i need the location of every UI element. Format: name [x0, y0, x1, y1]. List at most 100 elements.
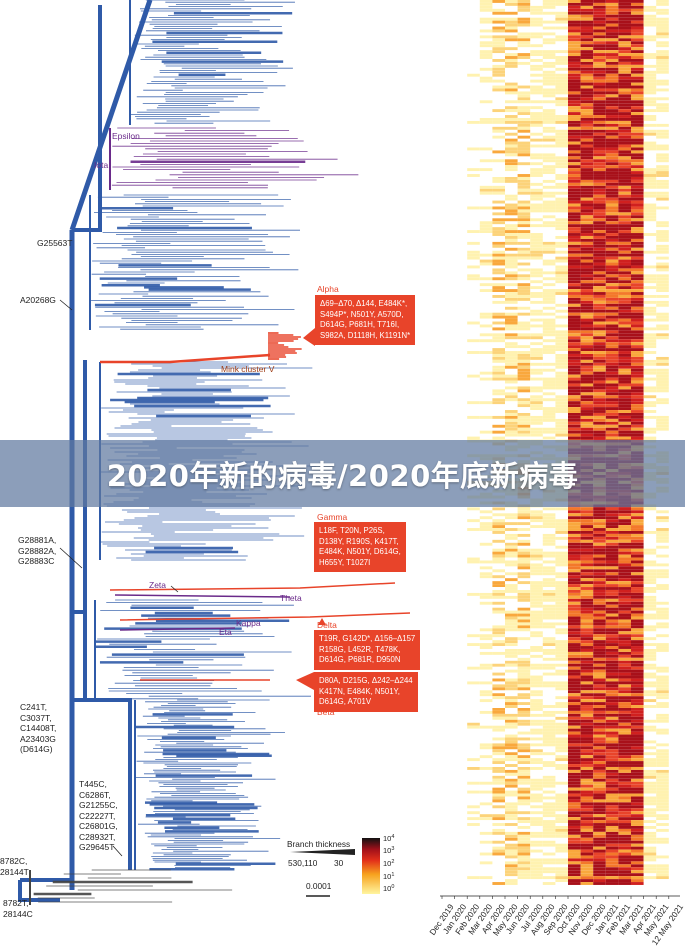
heat-cell: [505, 2, 518, 6]
heat-cell: [505, 265, 518, 269]
heat-cell: [643, 876, 657, 880]
heat-cell: [580, 592, 594, 596]
heat-cell: [656, 103, 669, 107]
heat-cell: [593, 371, 606, 375]
heat-cell: [618, 684, 631, 688]
heat-cell: [605, 64, 619, 68]
heat-cell: [492, 761, 505, 764]
heat-cell: [568, 590, 581, 593]
heat-cell: [530, 684, 543, 688]
heat-cell: [568, 651, 581, 655]
heat-cell: [643, 327, 657, 331]
heat-cell: [568, 843, 581, 847]
heat-cell: [605, 129, 619, 133]
heat-cell: [555, 525, 568, 528]
heat-cell: [618, 23, 631, 27]
heat-cell: [517, 206, 531, 210]
heat-cell: [492, 430, 505, 434]
heat-cell: [505, 522, 518, 526]
heat-cell: [568, 206, 581, 210]
heat-cell: [505, 814, 518, 818]
heat-cell: [492, 321, 505, 325]
heat-cell: [631, 430, 644, 434]
heat-cell: [580, 253, 594, 257]
heat-cell: [542, 32, 556, 36]
heat-cell: [631, 575, 644, 579]
heat-cell: [568, 339, 581, 343]
heat-cell: [555, 132, 568, 136]
heat-cell: [555, 740, 568, 744]
heat-cell: [593, 386, 606, 390]
heat-cell: [505, 811, 518, 815]
heat-cell: [517, 97, 531, 101]
heat-cell: [631, 837, 644, 841]
heat-cell: [530, 23, 543, 27]
heat-cell: [505, 879, 518, 882]
heat-cell: [656, 769, 669, 773]
heat-cell: [618, 604, 631, 608]
heat-cell: [568, 318, 581, 322]
heat-cell: [530, 834, 543, 838]
gamma-lineage: [109, 582, 396, 591]
heat-cell: [580, 578, 594, 582]
heat-cell: [580, 749, 594, 753]
heat-cell: [593, 20, 606, 24]
heat-cell: [643, 345, 657, 349]
heat-cell: [605, 0, 619, 3]
heat-cell: [656, 132, 669, 136]
heat-cell: [530, 11, 543, 15]
heat-cell: [656, 230, 669, 233]
heat-cell: [618, 424, 631, 428]
heat-cell: [593, 132, 606, 136]
heat-cell: [593, 23, 606, 27]
heat-cell: [517, 250, 531, 254]
heat-cell: [542, 247, 556, 251]
heat-cell: [605, 764, 619, 767]
heat-cell: [505, 333, 518, 337]
heat-cell: [505, 595, 518, 599]
heat-cell: [618, 681, 631, 685]
heat-cell: [505, 150, 518, 154]
heat-cell: [580, 88, 594, 92]
heat-cell: [530, 168, 543, 172]
heat-cell: [656, 563, 669, 567]
heat-cell: [505, 56, 518, 59]
heat-cell: [568, 654, 581, 658]
heat-cell: [618, 262, 631, 266]
heat-cell: [593, 852, 606, 856]
heat-cell: [593, 280, 606, 284]
heat-cell: [580, 244, 594, 248]
heat-cell: [631, 303, 644, 307]
heat-cell: [568, 295, 581, 298]
heat-cell: [593, 560, 606, 564]
heat-cell: [605, 8, 619, 12]
heat-cell: [568, 123, 581, 127]
heat-cell: [568, 262, 581, 266]
heat-cell: [656, 185, 669, 189]
beta-title: Beta: [317, 707, 335, 717]
heat-cell: [479, 628, 493, 632]
heat-cell: [593, 209, 606, 213]
heat-cell: [492, 286, 505, 290]
heat-cell: [568, 743, 581, 747]
heat-cell: [555, 200, 568, 204]
heat-cell: [517, 389, 531, 393]
heat-cell: [568, 604, 581, 608]
heat-cell: [618, 351, 631, 354]
heat-cell: [593, 525, 606, 528]
heat-cell: [631, 587, 644, 590]
heat-cell: [631, 29, 644, 33]
heat-cell: [479, 227, 493, 231]
heat-cell: [555, 587, 568, 590]
heat-cell: [593, 171, 606, 174]
heat-cell: [479, 575, 493, 579]
heat-cell: [542, 126, 556, 130]
heat-cell: [542, 831, 556, 835]
heat-cell: [568, 203, 581, 207]
heat-cell: [593, 767, 606, 770]
heat-cell: [505, 336, 518, 340]
heat-cell: [643, 758, 657, 762]
heat-cell: [643, 215, 657, 219]
heat-cell: [618, 840, 631, 844]
heat-cell: [580, 356, 594, 360]
